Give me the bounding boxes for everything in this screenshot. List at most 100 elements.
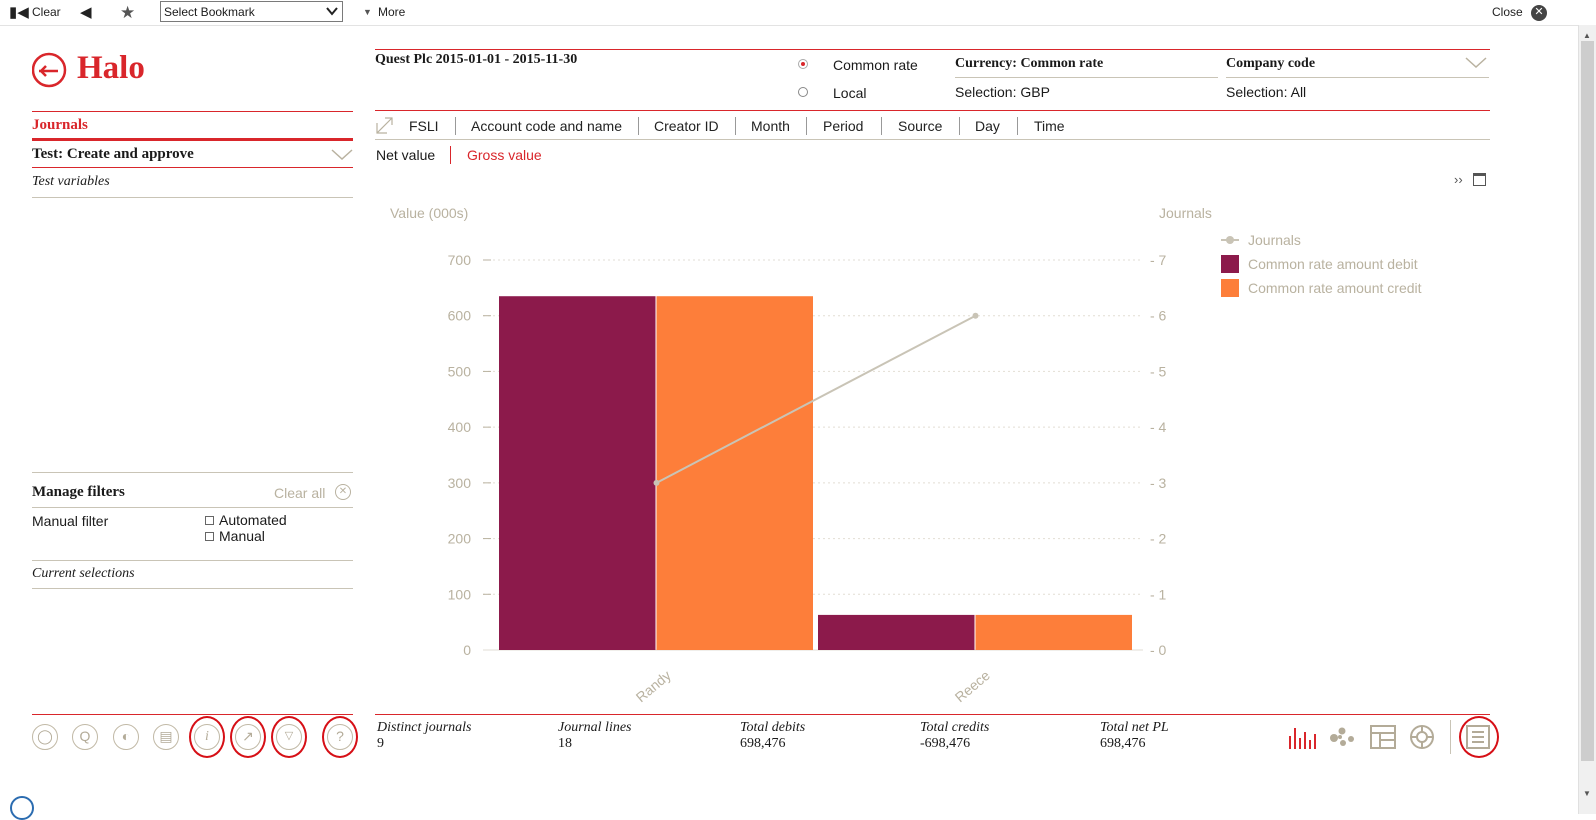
automated-label: Automated [219,512,287,528]
stat-journal-lines: Journal lines 18 [558,720,632,752]
bar [975,614,1132,650]
user-icon[interactable]: ◯ [32,724,58,750]
divider [32,507,353,508]
close-icon[interactable]: ✕ [1531,5,1547,21]
maximize-icon[interactable] [1473,173,1486,186]
scroll-thumb[interactable] [1581,41,1594,761]
divider [32,588,353,589]
y2-tick-label: - 0 [1150,642,1167,658]
test-variables-label[interactable]: Test variables [32,174,110,189]
y-tick-label: 600 [448,308,472,324]
y-tick-label: 0 [463,642,471,658]
divider [375,110,1490,111]
y-tick-label: 200 [448,531,472,547]
divider [1450,720,1451,754]
tab-separator [881,117,882,135]
bar [656,296,813,650]
automated-checkbox[interactable] [205,516,214,525]
journals-point [972,312,979,319]
y2-tick-label: - 1 [1150,586,1167,602]
common-rate-radio[interactable] [798,59,808,69]
stat-value: 698,476 [740,736,786,751]
scroll-down-icon[interactable]: ▼ [1583,789,1591,798]
bar [499,296,656,650]
highlight-circle [1459,716,1499,758]
tab-separator [450,146,451,164]
y-tick-label: 700 [448,252,472,268]
back-icon[interactable]: ◀ [80,4,92,21]
table-view-icon[interactable] [1369,724,1397,750]
y2-tick-label: - 7 [1150,252,1167,268]
divider [375,139,1490,140]
tab-separator [638,117,639,135]
tab-period[interactable]: Period [823,118,864,134]
divider [32,167,353,168]
pie-view-icon[interactable] [1409,724,1437,750]
y2-tick-label: - 3 [1150,475,1167,491]
chevron-down-icon[interactable] [331,149,353,161]
test-title[interactable]: Test: Create and approve [32,146,194,162]
divider [32,111,353,112]
radio-selected-dot [801,62,805,66]
stat-distinct-journals: Distinct journals 9 [377,720,472,752]
y2-axis-title: Journals [1159,205,1212,221]
currency-label[interactable]: Currency: Common rate [955,56,1104,71]
highlight-circle [322,716,358,758]
highlight-circle [230,716,266,758]
divider [375,49,1490,50]
more-caret-icon: ▼ [363,7,372,17]
journals-line [656,314,976,484]
company-code-label[interactable]: Company code [1226,56,1316,71]
company-code-selection: Selection: All [1226,84,1307,100]
stat-label: Distinct journals [377,720,472,735]
vertical-scrollbar[interactable]: ▲ ▼ [1578,25,1596,814]
stat-value: 18 [558,736,572,751]
scroll-up-icon[interactable]: ▲ [1583,31,1591,40]
bookmark-star-icon[interactable]: ★ [120,3,136,22]
tab-fsli[interactable]: FSLI [409,118,439,134]
journals-point [653,479,660,486]
bookmark-select-value: Select Bookmark [164,5,255,19]
local-radio[interactable] [798,87,808,97]
manual-label: Manual [219,528,265,544]
tab-day[interactable]: Day [975,118,1000,134]
scatter-view-icon[interactable] [1328,724,1356,750]
stat-total-credits: Total credits -698,476 [920,720,989,752]
y-tick-label: 300 [448,475,472,491]
bookmark-select[interactable]: Select Bookmark [160,1,343,22]
current-selections-label[interactable]: Current selections [32,566,135,581]
divider [32,197,353,198]
journals-heading[interactable]: Journals [32,117,88,133]
net-value-tab[interactable]: Net value [376,147,436,163]
clear-all-link[interactable]: Clear all [274,485,326,501]
first-page-icon[interactable]: ▮◀ [9,4,29,21]
clear-button[interactable]: Clear [32,5,61,19]
expand-icon[interactable] [376,117,393,134]
manual-checkbox[interactable] [205,532,214,541]
chevron-down-icon[interactable] [1465,57,1487,69]
tab-time[interactable]: Time [1034,118,1065,134]
document-icon[interactable]: ▤ [153,724,179,750]
gauge-icon[interactable]: ◐ [113,724,139,750]
tab-creator-id[interactable]: Creator ID [654,118,719,134]
clear-all-icon[interactable]: ✕ [335,484,351,500]
y-tick-label: 100 [448,586,472,602]
stat-label: Journal lines [558,720,632,735]
logo-text: Halo [77,50,145,86]
report-title: Quest Plc 2015-01-01 - 2015-11-30 [375,52,578,67]
legend-swatch-journals-dot [1226,236,1234,244]
y-tick-label: 400 [448,419,472,435]
close-button[interactable]: Close [1492,5,1523,19]
stat-total-net-pl: Total net PL 698,476 [1100,720,1169,752]
bar-chart-view-icon[interactable] [1288,724,1316,750]
tab-source[interactable]: Source [898,118,943,134]
tab-account-code[interactable]: Account code and name [471,118,622,134]
gross-value-tab[interactable]: Gross value [467,147,542,163]
search-icon[interactable]: Q [72,724,98,750]
tab-separator [959,117,960,135]
manage-filters-heading: Manage filters [32,484,125,500]
stat-label: Total credits [920,720,990,735]
expand-panel-icon[interactable]: ›› [1454,172,1463,187]
tab-month[interactable]: Month [751,118,790,134]
more-button[interactable]: More [378,5,406,19]
